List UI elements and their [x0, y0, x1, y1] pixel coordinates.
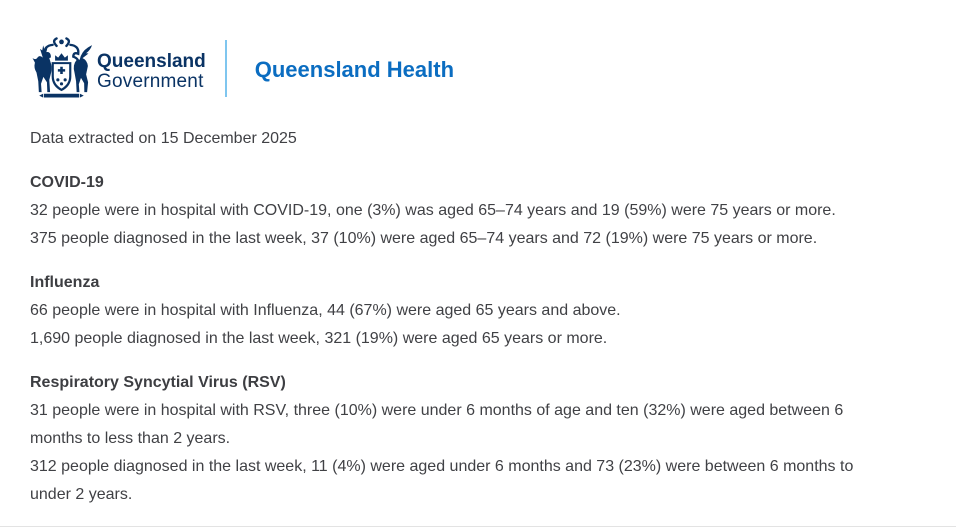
data-extracted-note: Data extracted on 15 December 2025 [30, 130, 297, 147]
influenza-hospital-stat: 66 people were in hospital with Influenz… [30, 302, 621, 319]
covid19-hospital-stat: 32 people were in hospital with COVID-19… [30, 202, 836, 219]
bottom-divider [0, 526, 956, 527]
section-heading-influenza: Influenza [30, 274, 100, 291]
logo-line-government: Government [97, 71, 204, 92]
page-header: Queensland Government Queensland Health [0, 0, 956, 100]
section-heading-rsv: Respiratory Syncytial Virus (RSV) [30, 374, 286, 391]
logo-line-queensland: Queensland [97, 51, 206, 72]
qld-government-logo-link[interactable]: Queensland Government [30, 37, 206, 100]
queensland-coat-of-arms-icon [30, 37, 93, 100]
qld-government-logo-text: Queensland Government [97, 52, 206, 92]
influenza-diagnosed-stat: 1,690 people diagnosed in the last week,… [30, 330, 608, 347]
section-influenza: Influenza 66 people were in hospital wit… [30, 269, 875, 353]
header-divider [224, 40, 227, 97]
section-rsv: Respiratory Syncytial Virus (RSV) 31 peo… [30, 369, 875, 509]
section-covid19: COVID-19 32 people were in hospital with… [30, 169, 875, 253]
rsv-diagnosed-stat: 312 people diagnosed in the last week, 1… [30, 458, 854, 503]
covid19-diagnosed-stat: 375 people diagnosed in the last week, 3… [30, 230, 818, 247]
section-heading-covid19: COVID-19 [30, 174, 104, 191]
rsv-hospital-stat: 31 people were in hospital with RSV, thr… [30, 402, 844, 447]
site-title-queensland-health[interactable]: Queensland Health [254, 56, 455, 82]
content: Data extracted on 15 December 2025 COVID… [0, 125, 875, 509]
